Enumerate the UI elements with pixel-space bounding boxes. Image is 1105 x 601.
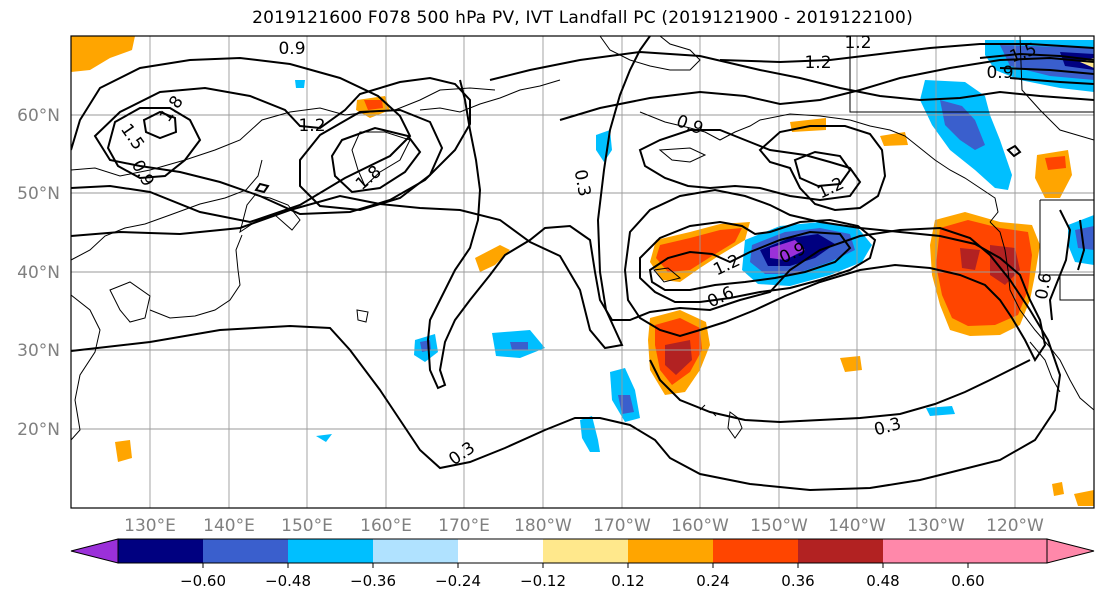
lon-label: 180°W (514, 516, 572, 536)
contour-0.6-east (1048, 209, 1072, 321)
colorbar-segment (543, 539, 628, 563)
contour-1.5-nw (106, 107, 202, 180)
colorbar-tick-label: 0.36 (781, 572, 814, 590)
contour-1.5-kam (299, 108, 444, 212)
lon-label: 140°W (828, 516, 886, 536)
contour-1.5-ak (793, 150, 852, 188)
contour-1.2-central (648, 230, 852, 291)
lat-label: 20°N (17, 420, 60, 440)
colorbar-tick-label: −0.24 (435, 572, 481, 590)
shade-blob-blue-160w (580, 416, 600, 452)
colorbar-tick-label: −0.60 (180, 572, 226, 590)
contour-0.3-south (71, 79, 1062, 492)
lat-label: 50°N (17, 184, 60, 204)
map-title: 2019121600 F078 500 hPa PV, IVT Landfall… (252, 8, 913, 28)
contour-0.9-ak (638, 129, 862, 202)
lon-label: 170°W (593, 516, 651, 536)
shade-nw-corner (71, 36, 135, 72)
contour-label: 0.9 (986, 63, 1013, 83)
lon-label: 160°E (360, 516, 412, 536)
lon-label: 150°W (750, 516, 808, 536)
colorbar-segment (628, 539, 713, 563)
contour-2.1-ne (1009, 77, 1094, 85)
lon-label: 150°E (281, 516, 333, 536)
colorbar-tick-label: −0.36 (350, 572, 396, 590)
contour-label: 0.9 (278, 39, 305, 59)
lon-label: 130°E (124, 516, 176, 536)
shade-blob-blue-138w (926, 406, 955, 416)
contour-label: 1.2 (298, 116, 325, 136)
ivt-shading (71, 36, 1094, 506)
contour-1.2-east (1006, 144, 1022, 158)
contour-0.9-central (639, 218, 877, 303)
colorbar-segment (883, 539, 1048, 563)
lat-label: 60°N (17, 106, 60, 126)
pv-contours (71, 36, 1094, 492)
colorbar-extend-low (70, 538, 119, 564)
colorbar-segment (203, 539, 288, 563)
colorbar-tick-label: 0.12 (611, 572, 644, 590)
shade-blob-170e (475, 245, 510, 272)
colorbar-tick-label: 0.48 (866, 572, 899, 590)
lon-label: 120°W (986, 516, 1044, 536)
shade-blob-orange-145w (840, 356, 862, 372)
contour-0.9-nw (71, 56, 412, 224)
colorbar-segment (798, 539, 883, 563)
shade-blob-blue-153e (316, 434, 332, 442)
colorbar-extend-high (1046, 538, 1095, 564)
contour-1.5-ne (979, 52, 1094, 61)
contour-1.8-nw (142, 110, 178, 140)
shade-blob-blue-160e (295, 80, 305, 88)
contour-0.6-central (623, 188, 1047, 362)
colorbar-tick-label: −0.12 (520, 572, 566, 590)
contour-0.9-north (559, 56, 1094, 121)
colorbar-tick-label: 0.24 (696, 572, 729, 590)
contour-0.9-mid (71, 36, 651, 350)
coastlines (71, 36, 1094, 441)
lon-label: 170°E (438, 516, 490, 536)
lon-label: 160°W (671, 516, 729, 536)
contour-label: 1.2 (844, 33, 871, 53)
latitude-labels: 60°N 50°N 40°N 30°N 20°N (17, 106, 60, 440)
colorbar-segment (118, 539, 203, 563)
colorbar-tick-label: 0.60 (951, 572, 984, 590)
lon-label: 140°E (203, 516, 255, 536)
contour-label: 0.3 (570, 168, 594, 198)
colorbar: −0.60 −0.48 −0.36 −0.24 −0.12 0.12 0.24 … (70, 538, 1095, 590)
shade-blob-se (1074, 490, 1094, 506)
contour-0.3-east-loop (649, 359, 1031, 424)
contour-0.6-ak (489, 50, 1094, 102)
colorbar-segment (458, 539, 543, 563)
shade-blob-orange-132e (115, 440, 132, 462)
lat-label: 40°N (17, 263, 60, 283)
contour-0.6-ne-small (254, 182, 270, 194)
contour-1.2-ak (758, 125, 887, 212)
contour-label: 0.6 (1032, 271, 1056, 301)
map-frame (70, 35, 1095, 509)
contour-1.8-ne (999, 67, 1094, 75)
longitude-labels: 130°E 140°E 150°E 160°E 170°E 180°W 170°… (124, 516, 1044, 536)
contour-1.2-north (719, 43, 1094, 64)
lon-label: 130°W (907, 516, 965, 536)
colorbar-segment (713, 539, 798, 563)
colorbar-segment (373, 539, 458, 563)
contour-1.8-kam (330, 126, 422, 194)
lat-label: 30°N (17, 341, 60, 361)
colorbar-frame (117, 538, 1048, 564)
colorbar-tick-label: −0.48 (265, 572, 311, 590)
graticule (71, 36, 1094, 508)
contour-0.9-east (1077, 219, 1086, 271)
contour-label: 1.2 (804, 53, 831, 73)
colorbar-segment (288, 539, 373, 563)
